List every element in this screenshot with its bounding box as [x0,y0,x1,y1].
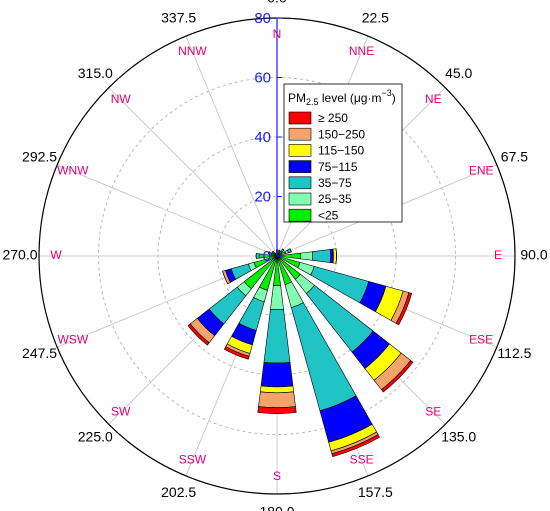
bar-segment [380,359,414,393]
bar-segment [222,271,229,284]
legend-swatch [288,192,312,206]
radial-tick-label: 0 [263,248,271,265]
direction-label: SE [425,404,441,418]
direction-label: ESE [469,333,493,347]
legend-swatch [288,160,312,173]
bar-segment [270,285,284,310]
direction-label: E [494,248,502,262]
bar-segment [258,391,296,409]
direction-label: NW [111,92,132,106]
direction-label: SW [111,404,131,418]
direction-label: N [273,27,282,41]
angle-label: 0.0 [267,0,287,6]
direction-label: NNE [349,44,374,58]
direction-label: W [50,248,62,262]
legend-title-part: −3 [381,88,391,98]
legend-label: <25 [318,208,339,222]
angle-label: 112.5 [497,345,531,361]
direction-label: ENE [469,164,494,178]
angle-label: 67.5 [501,148,528,164]
bar-segment [282,248,285,251]
direction-label: WNW [57,164,89,178]
grid-spoke [108,87,278,257]
legend-swatch [288,111,312,125]
bar-segment [255,253,260,259]
grid-spoke [185,35,278,257]
radial-tick-label: 60 [254,69,271,86]
legend-title: PM2.5 level (μg·m−3) [288,88,396,107]
legend-label: 25−35 [318,192,352,206]
legend-title-part: level (μg·m [319,91,382,105]
angle-label: 22.5 [362,9,389,25]
legend-swatch [288,144,312,157]
bar-segment [263,308,291,364]
bar-segment [395,292,413,326]
legend-title-part: ) [392,91,396,105]
legend-swatch [288,127,312,141]
angle-label: 90.0 [520,247,547,263]
angle-label: 337.5 [161,9,196,25]
legend-title-part: PM [288,91,306,105]
bar-segment [278,249,281,252]
direction-label: NNW [178,44,207,58]
bar-segment [257,406,297,414]
bar-segment [300,251,313,261]
direction-label: SSE [350,452,374,466]
legend-label: 150−250 [318,127,365,141]
radial-tick-label: 40 [254,129,271,146]
angle-label: 157.5 [358,484,393,500]
angle-label: 135.0 [441,428,476,444]
legend-swatch [288,176,312,190]
bar-segment [312,249,331,263]
legend-label: 35−75 [318,176,352,190]
grid-spoke [56,164,278,257]
radial-tick-label: 20 [254,188,271,205]
bar-segment [260,361,294,388]
angle-label: 270.0 [2,247,37,263]
angle-label: 45.0 [445,65,472,81]
legend-title-part: 2.5 [306,97,319,107]
direction-label: SSW [179,452,207,466]
angle-label: 180.0 [259,504,294,511]
direction-label: WSW [57,333,88,347]
angle-label: 202.5 [161,484,196,500]
legend-label: ≥ 250 [318,111,348,125]
bar-segment [259,385,295,394]
direction-label: NE [425,92,442,106]
angle-label: 292.5 [22,148,57,164]
radial-tick-label: 80 [254,10,271,27]
direction-label: S [273,469,281,483]
legend-label: 75−115 [318,160,358,174]
bar-segment [187,323,210,346]
angle-label: 225.0 [78,428,113,444]
bar-segment [331,434,380,458]
legend-label: 115−150 [318,144,364,158]
angle-label: 315.0 [78,65,113,81]
bar-segment [223,346,250,360]
angle-label: 247.5 [22,345,57,361]
legend-swatch [288,208,312,222]
